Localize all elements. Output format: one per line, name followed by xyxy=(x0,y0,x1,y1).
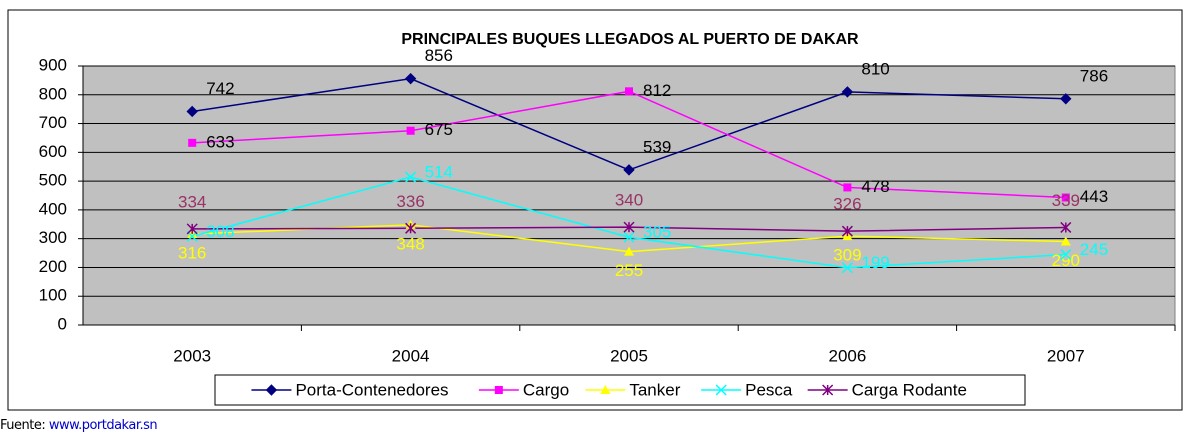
marker xyxy=(1060,236,1071,246)
y-tick-label: 700 xyxy=(39,113,67,132)
data-label: 443 xyxy=(1080,187,1108,206)
y-tick-label: 900 xyxy=(39,55,67,74)
data-label: 812 xyxy=(643,81,671,100)
data-label: 786 xyxy=(1080,66,1108,85)
data-label: 305 xyxy=(643,223,671,242)
marker xyxy=(841,262,853,274)
x-tick-label: 2007 xyxy=(1047,346,1085,365)
y-tick-label: 800 xyxy=(39,84,67,103)
marker xyxy=(715,384,727,396)
data-label: 742 xyxy=(206,79,234,98)
data-label: 336 xyxy=(396,192,424,211)
marker xyxy=(405,222,417,234)
marker xyxy=(841,86,854,98)
marker xyxy=(405,171,417,183)
data-label: 633 xyxy=(206,132,234,151)
data-label: 514 xyxy=(425,163,453,182)
data-label: 339 xyxy=(1052,191,1080,210)
data-label: 316 xyxy=(178,244,206,263)
legend-label: Tanker xyxy=(629,380,680,399)
data-label: 334 xyxy=(178,192,206,211)
y-tick-label: 100 xyxy=(39,286,67,305)
data-label: 255 xyxy=(615,261,643,280)
marker xyxy=(625,87,633,96)
y-tick-label: 500 xyxy=(39,171,67,190)
legend-label: Porta-Contenedores xyxy=(295,380,448,399)
data-label: 199 xyxy=(861,253,889,272)
x-tick-label: 2006 xyxy=(828,346,866,365)
data-label: 308 xyxy=(206,222,234,241)
data-label: 245 xyxy=(1080,240,1108,259)
marker xyxy=(1060,248,1072,261)
marker xyxy=(494,386,503,394)
chart: PRINCIPALES BUQUES LLEGADOS AL PUERTO DE… xyxy=(7,9,1183,411)
marker xyxy=(624,246,634,256)
marker xyxy=(623,164,635,176)
x-tick-label: 2004 xyxy=(392,346,430,365)
data-label: 539 xyxy=(643,137,671,156)
marker xyxy=(186,223,198,235)
data-label: 348 xyxy=(396,234,424,253)
marker xyxy=(188,138,197,147)
plot-area xyxy=(82,65,1176,326)
legend-label: Carga Rodante xyxy=(852,380,967,399)
data-label: 340 xyxy=(615,191,643,210)
marker xyxy=(265,384,278,396)
marker xyxy=(841,225,853,237)
data-label: 309 xyxy=(833,246,861,265)
data-label: 810 xyxy=(861,59,889,78)
chart-title: PRINCIPALES BUQUES LLEGADOS AL PUERTO DE… xyxy=(401,31,859,48)
data-label: 478 xyxy=(861,177,889,196)
source: Fuente: www.portdakar.sn xyxy=(0,418,158,433)
y-tick-label: 200 xyxy=(39,257,67,276)
data-label: 326 xyxy=(833,195,861,214)
marker xyxy=(623,221,635,233)
legend-label: Cargo xyxy=(523,380,569,399)
y-tick-label: 400 xyxy=(39,199,67,218)
marker xyxy=(404,72,417,85)
x-tick-label: 2003 xyxy=(173,346,211,365)
marker xyxy=(843,183,852,192)
y-tick-label: 0 xyxy=(58,314,67,333)
data-label: 856 xyxy=(425,46,453,65)
source-label: Fuente: xyxy=(0,418,46,433)
marker xyxy=(1061,193,1070,202)
y-tick-label: 600 xyxy=(39,142,67,161)
marker xyxy=(1060,221,1072,233)
marker xyxy=(822,384,834,396)
legend-label: Pesca xyxy=(745,380,793,399)
marker xyxy=(1060,93,1072,105)
data-label: 290 xyxy=(1052,251,1080,270)
marker xyxy=(623,231,635,243)
y-tick-label: 300 xyxy=(39,228,67,247)
x-tick-label: 2005 xyxy=(610,346,648,365)
source-link[interactable]: www.portdakar.sn xyxy=(48,418,158,433)
marker xyxy=(600,385,611,394)
data-label: 675 xyxy=(425,120,453,139)
marker xyxy=(406,126,415,135)
marker xyxy=(186,105,198,118)
